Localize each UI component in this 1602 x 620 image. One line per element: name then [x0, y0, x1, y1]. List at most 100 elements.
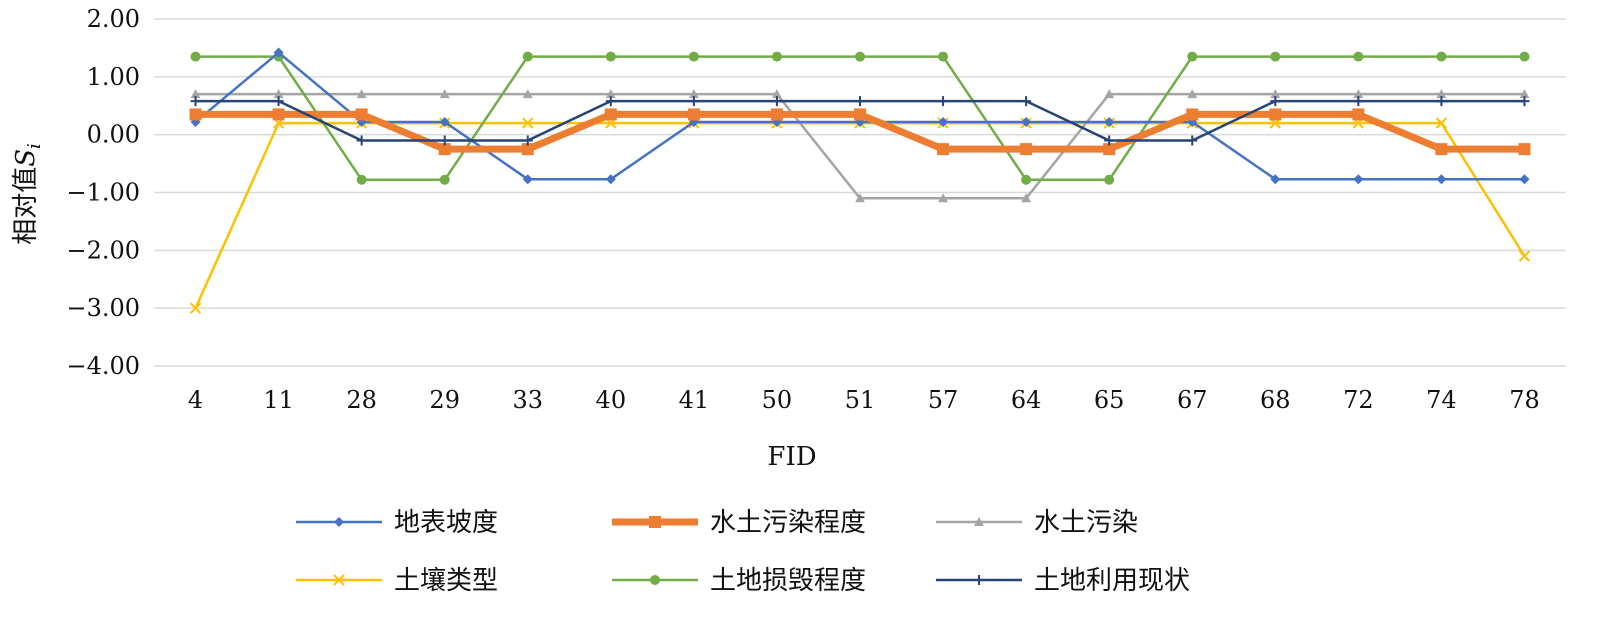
- y-tick-label: 0.00: [87, 121, 140, 149]
- data-point: [1187, 135, 1198, 146]
- legend-label: 地表坡度: [394, 508, 498, 538]
- x-tick-label: 29: [429, 386, 460, 414]
- data-point: [439, 116, 450, 127]
- data-point: [1021, 96, 1032, 107]
- x-tick-label: 65: [1094, 386, 1125, 414]
- data-point: [1436, 89, 1447, 99]
- data-point: [1519, 174, 1530, 185]
- x-tick-labels: 4 11 28 29 33 40 41 50 51 57 64 65 67 68 72 74 78: [188, 386, 1540, 414]
- series-group: [190, 47, 1530, 185]
- data-point: [1187, 51, 1198, 62]
- legend-label: 土地利用现状: [1034, 566, 1190, 596]
- data-point: [688, 89, 699, 99]
- data-point: [688, 51, 699, 62]
- y-tick-labels: 2.00 1.00 0.00 −1.00 −2.00 −3.00 −4.00: [66, 5, 140, 380]
- data-point: [1435, 143, 1448, 156]
- data-point: [938, 51, 949, 62]
- x-tick-label: 33: [512, 386, 543, 414]
- series-group: [190, 96, 1530, 146]
- x-tick-label: 64: [1011, 386, 1042, 414]
- x-tick-label: 67: [1177, 386, 1208, 414]
- data-point: [522, 135, 533, 146]
- data-point: [1269, 108, 1282, 121]
- legend-marker: [974, 575, 984, 585]
- x-tick-label: 28: [346, 386, 377, 414]
- gridlines: [154, 18, 1566, 367]
- data-point: [605, 89, 616, 99]
- data-point: [1353, 96, 1364, 107]
- data-point: [438, 143, 451, 156]
- data-point: [938, 96, 949, 107]
- series-group: [190, 89, 1530, 203]
- legend-marker: [333, 574, 345, 586]
- data-point: [1270, 174, 1281, 185]
- x-axis-title: FID: [767, 442, 816, 472]
- legend-marker: [974, 517, 984, 526]
- data-point: [771, 89, 782, 99]
- series-group: [189, 117, 1531, 314]
- data-point: [522, 89, 533, 99]
- data-point: [1519, 96, 1530, 107]
- data-point: [522, 117, 534, 129]
- y-tick-label: −3.00: [66, 294, 140, 322]
- data-point: [355, 108, 368, 121]
- data-point: [687, 108, 700, 121]
- data-point: [1353, 51, 1364, 62]
- data-point: [1104, 116, 1115, 127]
- x-tick-label: 51: [845, 386, 876, 414]
- data-point: [1104, 89, 1115, 99]
- y-tick-label: −2.00: [66, 236, 140, 264]
- x-tick-label: 4: [188, 386, 203, 414]
- data-point: [1519, 51, 1530, 62]
- y-tick-label: −4.00: [66, 352, 140, 380]
- data-point: [1186, 108, 1199, 121]
- y-tick-label: −1.00: [66, 179, 140, 207]
- data-point: [439, 135, 450, 146]
- y-axis-title-text: 相对值: [11, 167, 41, 245]
- data-point: [1021, 116, 1032, 127]
- data-point: [1436, 51, 1447, 62]
- data-point: [189, 302, 202, 314]
- y-axis-title-symbol: S: [11, 149, 41, 167]
- data-point: [1021, 193, 1032, 203]
- data-point: [356, 135, 367, 146]
- data-point: [522, 51, 533, 62]
- data-point: [1353, 174, 1364, 185]
- data-point: [272, 108, 285, 121]
- data-point: [770, 108, 783, 121]
- data-point: [938, 116, 949, 127]
- data-point: [771, 96, 782, 107]
- series-line: [194, 121, 1526, 310]
- x-tick-label: 50: [762, 386, 793, 414]
- data-point: [1270, 51, 1281, 62]
- legend-item: 水土污染: [936, 508, 1138, 538]
- legend-item: 土地损毁程度: [612, 566, 866, 596]
- x-tick-label: 72: [1343, 386, 1374, 414]
- data-point: [771, 51, 782, 62]
- data-point: [439, 89, 450, 99]
- data-point: [855, 51, 865, 62]
- data-point: [273, 96, 284, 107]
- data-point: [605, 96, 616, 107]
- legend-marker: [649, 516, 661, 528]
- y-axis-title: 相对值Si: [11, 143, 45, 245]
- data-point: [1518, 250, 1531, 262]
- data-point: [1436, 96, 1447, 107]
- data-point: [688, 96, 699, 107]
- data-point: [854, 108, 866, 121]
- data-point: [604, 108, 617, 121]
- x-tick-label: 41: [679, 386, 710, 414]
- data-point: [855, 96, 865, 107]
- legend-item: 水土污染程度: [612, 508, 866, 538]
- y-axis-title-subscript: i: [24, 143, 45, 149]
- legend-item: 地表坡度: [296, 508, 498, 538]
- data-point: [1104, 174, 1115, 185]
- legend-marker: [650, 575, 660, 585]
- y-tick-label: 2.00: [87, 5, 140, 33]
- x-tick-label: 11: [263, 386, 294, 414]
- data-point: [1353, 89, 1364, 99]
- legend-item: 土壤类型: [296, 566, 498, 596]
- x-tick-label: 78: [1509, 386, 1540, 414]
